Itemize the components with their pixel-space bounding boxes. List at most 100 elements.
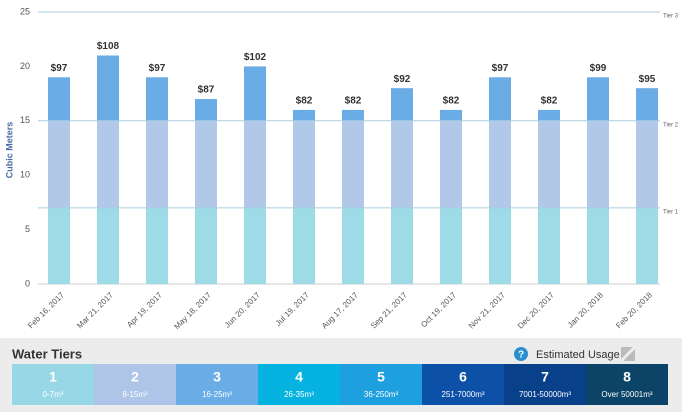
bar-segment: [48, 77, 70, 121]
bar-segment: [440, 109, 462, 121]
help-icon-circle[interactable]: [514, 347, 528, 361]
bar-segment: [342, 207, 364, 284]
cost-label: $82: [296, 96, 313, 107]
bar-segment: [636, 120, 658, 208]
x-tick-label: Nov 21, 2017: [467, 290, 507, 330]
tier-range: 8-15m³: [122, 390, 148, 399]
x-tick-label: Mar 21, 2017: [75, 290, 115, 330]
estimated-hatch: [619, 345, 637, 363]
bar-segment: [342, 109, 364, 121]
cost-label: $102: [244, 52, 267, 63]
bar-segment: [587, 120, 609, 208]
tier-line-label: Tier 2: [663, 122, 679, 128]
x-tick-label: Feb 20, 2018: [614, 290, 654, 330]
bar-segment: [440, 120, 462, 208]
bar-segment: [97, 120, 119, 208]
bar-segment: [244, 207, 266, 284]
bar-segment: [195, 207, 217, 284]
cost-label: $97: [51, 63, 68, 74]
tier-box: [94, 364, 176, 405]
bar-segment: [489, 77, 511, 121]
tier-range: 251-7000m³: [441, 390, 484, 399]
x-tick-label: Aug 17, 2017: [320, 290, 360, 330]
x-tick-label: Jun 20, 2017: [223, 290, 262, 329]
bar-segment: [293, 109, 315, 121]
cost-label: $99: [590, 63, 607, 74]
x-tick-label: Feb 16, 2017: [26, 290, 66, 330]
y-tick-label: 15: [20, 115, 30, 125]
bar-segment: [342, 120, 364, 208]
bar-segment: [146, 207, 168, 284]
tier-box: [258, 364, 340, 405]
bar-segment: [391, 88, 413, 121]
x-tick-label: Apr 19, 2017: [125, 290, 164, 329]
x-tick-label: Jan 20, 2018: [566, 290, 605, 329]
bar-segment: [195, 99, 217, 121]
tier-box: [12, 364, 94, 405]
tier-box: [586, 364, 668, 405]
tier-range: 36-250m³: [364, 390, 399, 399]
bar-segment: [146, 77, 168, 121]
x-tick-label: Sep 21, 2017: [369, 290, 409, 330]
x-tick-label: May 18, 2017: [172, 290, 213, 331]
cost-label: $108: [97, 41, 120, 52]
tier-number: 7: [541, 369, 549, 385]
y-tick-label: 0: [25, 278, 30, 288]
legend-title: Water Tiers: [12, 346, 82, 361]
bar-segment: [293, 207, 315, 284]
tier-number: 8: [623, 369, 631, 385]
bar-segment: [489, 207, 511, 284]
tier-number: 4: [295, 369, 303, 385]
bar-segment: [587, 207, 609, 284]
x-tick-label: Jul 19, 2017: [274, 290, 312, 328]
cost-label: $92: [394, 74, 411, 85]
tier-box: [422, 364, 504, 405]
cost-label: $97: [149, 63, 166, 74]
y-axis-label: Cubic Meters: [4, 122, 14, 179]
bar-segment: [440, 207, 462, 284]
tier-box: [504, 364, 586, 405]
x-tick-label: Oct 19, 2017: [419, 290, 458, 329]
tier-range: 0-7m³: [43, 390, 64, 399]
bar-segment: [293, 120, 315, 208]
bar-segment: [538, 109, 560, 121]
tier-line-label: Tier 3: [663, 14, 679, 20]
bar-segment: [146, 120, 168, 208]
tier-number: 5: [377, 369, 385, 385]
bar-segment: [97, 55, 119, 121]
help-icon[interactable]: ?: [518, 350, 524, 361]
bar-segment: [391, 207, 413, 284]
tier-box: [176, 364, 258, 405]
tier-number: 3: [213, 369, 221, 385]
tier-number: 2: [131, 369, 139, 385]
bar-segment: [97, 207, 119, 284]
estimated-label: Estimated Usage: [536, 349, 620, 361]
bar-segment: [195, 120, 217, 208]
bar-segment: [636, 88, 658, 121]
bar-segment: [538, 207, 560, 284]
y-tick-label: 20: [20, 61, 30, 71]
y-tick-label: 10: [20, 170, 30, 180]
bar-segment: [587, 77, 609, 121]
tier-line-label: Tier 1: [663, 209, 679, 215]
tier-range: 16-25m³: [202, 390, 232, 399]
bar-segment: [244, 120, 266, 208]
tier-range: 7001-50000m³: [519, 390, 571, 399]
bar-segment: [48, 120, 70, 208]
tier-box: [340, 364, 422, 405]
y-tick-label: 25: [20, 6, 30, 16]
tier-number: 6: [459, 369, 467, 385]
cost-label: $97: [492, 63, 509, 74]
bar-segment: [391, 120, 413, 208]
tier-range: 26-35m³: [284, 390, 314, 399]
cost-label: $82: [541, 96, 558, 107]
bar-segment: [244, 66, 266, 121]
bar-segment: [636, 207, 658, 284]
x-tick-label: Dec 20, 2017: [516, 290, 556, 330]
bar-segment: [48, 207, 70, 284]
cost-label: $82: [345, 96, 362, 107]
tier-range: Over 50001m³: [601, 390, 652, 399]
bar-segment: [538, 120, 560, 208]
tier-number: 1: [49, 369, 57, 385]
